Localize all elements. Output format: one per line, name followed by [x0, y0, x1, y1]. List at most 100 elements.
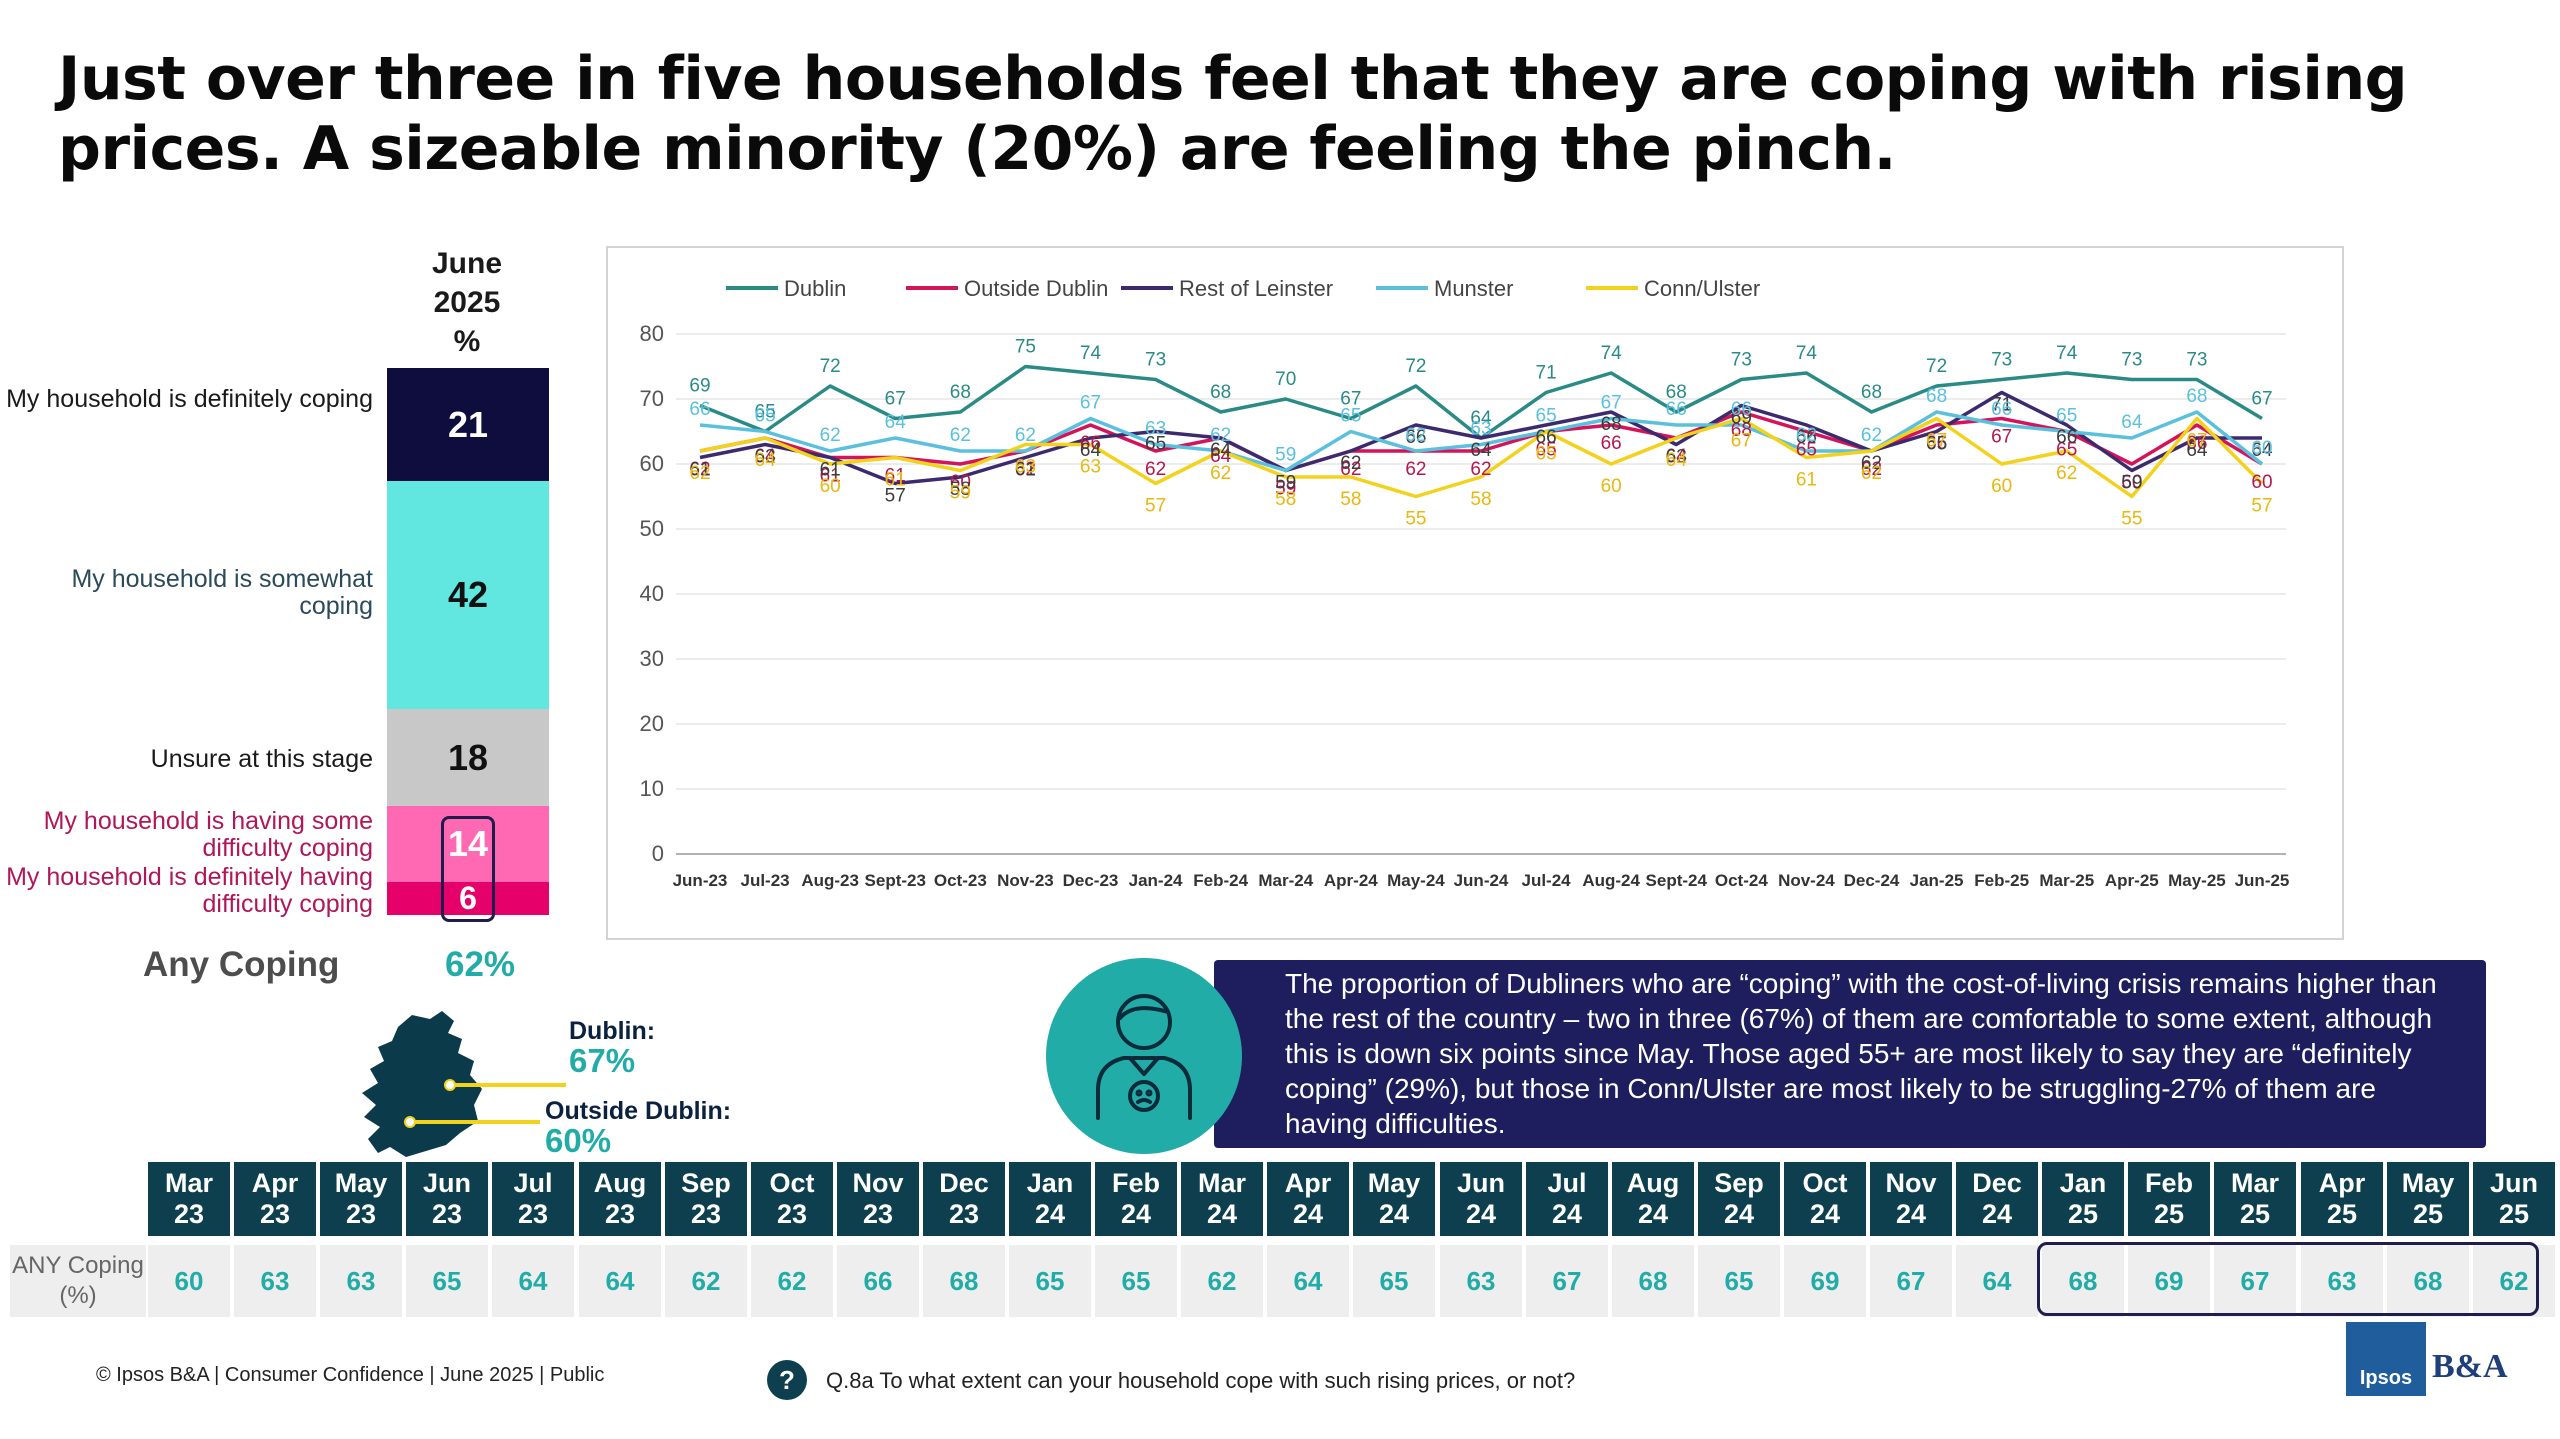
person-icon	[1096, 994, 1192, 1120]
history-month-header: Feb 24	[1095, 1162, 1177, 1236]
data-label: 66	[1796, 427, 1817, 448]
data-label: 62	[1861, 425, 1882, 446]
y-tick-label: 0	[652, 841, 664, 866]
series-line	[699, 410, 2263, 473]
data-label: 68	[1731, 420, 1752, 441]
ipsos-logo: Ipsos	[2346, 1322, 2426, 1396]
label-unsure: Unsure at this stage	[150, 745, 373, 773]
segment-somewhat-coping: 42	[387, 481, 549, 709]
history-month: Jul	[513, 1168, 553, 1198]
data-label: 65	[755, 402, 776, 423]
history-month: Jul	[1547, 1168, 1587, 1198]
any-coping-value: 62%	[445, 945, 516, 984]
data-label: 73	[1991, 350, 2012, 371]
data-label: 73	[1145, 350, 1166, 371]
data-label: 62	[1340, 459, 1361, 480]
x-tick-label: Jul-23	[741, 871, 790, 890]
data-label: 61	[1015, 460, 1036, 481]
data-label: 60	[2121, 472, 2142, 493]
y-tick-label: 50	[640, 516, 664, 541]
data-label: 66	[1601, 433, 1622, 454]
data-label: 66	[2056, 427, 2077, 448]
history-month: May	[1367, 1168, 1421, 1198]
legend-label: Rest of Leinster	[1179, 276, 1333, 301]
data-label: 58	[1470, 489, 1491, 510]
history-year: 23	[776, 1199, 808, 1229]
x-tick-label: Mar-25	[2039, 871, 2094, 890]
legend-label: Munster	[1434, 276, 1513, 301]
data-label: 60	[2251, 472, 2272, 493]
map-outside-value: 60%	[545, 1122, 612, 1159]
history-month: Jun	[1456, 1168, 1505, 1198]
history-value: 68	[923, 1245, 1005, 1317]
segment-unsure: 18	[387, 709, 549, 806]
history-value: 63	[2301, 1245, 2383, 1317]
data-label: 66	[1080, 433, 1101, 454]
data-label: 59	[950, 483, 971, 504]
history-month-header: Dec 24	[1956, 1162, 2038, 1236]
data-label: 62	[1015, 459, 1036, 480]
x-tick-label: Jul-24	[1522, 871, 1572, 890]
history-value: 62	[1181, 1245, 1263, 1317]
data-label: 73	[1731, 350, 1752, 371]
data-label: 61	[885, 470, 906, 491]
data-label: 66	[689, 399, 710, 420]
segment-some-difficulty: 14	[387, 806, 549, 882]
data-label: 63	[1666, 447, 1687, 468]
data-label: 62	[689, 463, 710, 484]
data-label: 68	[1666, 382, 1687, 403]
legend-label: Conn/Ulster	[1644, 276, 1760, 301]
data-label: 65	[1536, 440, 1557, 461]
history-month-header: Sep 24	[1698, 1162, 1780, 1236]
x-tick-label: Oct-24	[1715, 871, 1768, 890]
history-value: 69	[2128, 1245, 2210, 1317]
history-value: 68	[2042, 1245, 2124, 1317]
header-year: 2025	[433, 286, 501, 319]
data-label: 64	[1666, 450, 1688, 471]
history-month-header: Jul 24	[1526, 1162, 1608, 1236]
x-tick-label: Nov-23	[997, 871, 1054, 890]
history-year: 24	[1206, 1199, 1238, 1229]
line-chart: 0 10 20 30 40 50 60 70 80 Jun-23 Jul-23 Aug-23 Sept-…	[640, 276, 2290, 890]
data-label: 66	[1536, 427, 1557, 448]
history-year: 23	[173, 1199, 205, 1229]
history-value: 64	[1267, 1245, 1349, 1317]
x-tick-label: Jun-24	[1454, 871, 1509, 890]
series-line	[699, 410, 2264, 473]
history-month-header: Apr 25	[2301, 1162, 2383, 1236]
data-label: 66	[1991, 399, 2012, 420]
history-month-header: Oct 23	[751, 1162, 833, 1236]
history-row-label: ANY Coping (%)	[10, 1245, 146, 1317]
header-month: June	[431, 247, 503, 280]
data-label: 62	[1796, 425, 1817, 446]
history-year: 24	[1809, 1199, 1841, 1229]
data-label: 65	[1796, 440, 1817, 461]
segment-value: 6	[459, 880, 477, 916]
data-label: 64	[755, 450, 777, 471]
data-label: 62	[689, 459, 710, 480]
label-definite-difficulty: My household is definitely having diffic…	[6, 863, 373, 918]
history-month: Aug	[1626, 1168, 1680, 1198]
info-callout-box	[1214, 960, 2486, 1148]
history-month-header: Dec 23	[923, 1162, 1005, 1236]
history-value: 62	[2473, 1245, 2555, 1317]
data-label: 62	[1210, 425, 1231, 446]
history-month-header: Apr 24	[1267, 1162, 1349, 1236]
history-month: Jan	[2059, 1168, 2107, 1198]
x-tick-label: Aug-23	[801, 871, 859, 890]
history-year: 23	[948, 1199, 980, 1229]
history-value: 67	[1526, 1245, 1608, 1317]
data-label: 58	[950, 479, 971, 500]
data-label: 68	[950, 382, 971, 403]
data-label: 66	[1731, 399, 1752, 420]
history-month-header: Jan 24	[1009, 1162, 1091, 1236]
x-tick-label: Jun-25	[2235, 871, 2290, 890]
history-year: 23	[259, 1199, 291, 1229]
series-line	[699, 390, 2262, 486]
history-value: 64	[492, 1245, 574, 1317]
x-tick-label: Jan-25	[1910, 871, 1964, 890]
history-month: Apr	[2318, 1168, 2366, 1198]
x-tick-label: Mar-24	[1258, 871, 1313, 890]
history-year: 24	[1465, 1199, 1497, 1229]
history-value: 69	[1784, 1245, 1866, 1317]
